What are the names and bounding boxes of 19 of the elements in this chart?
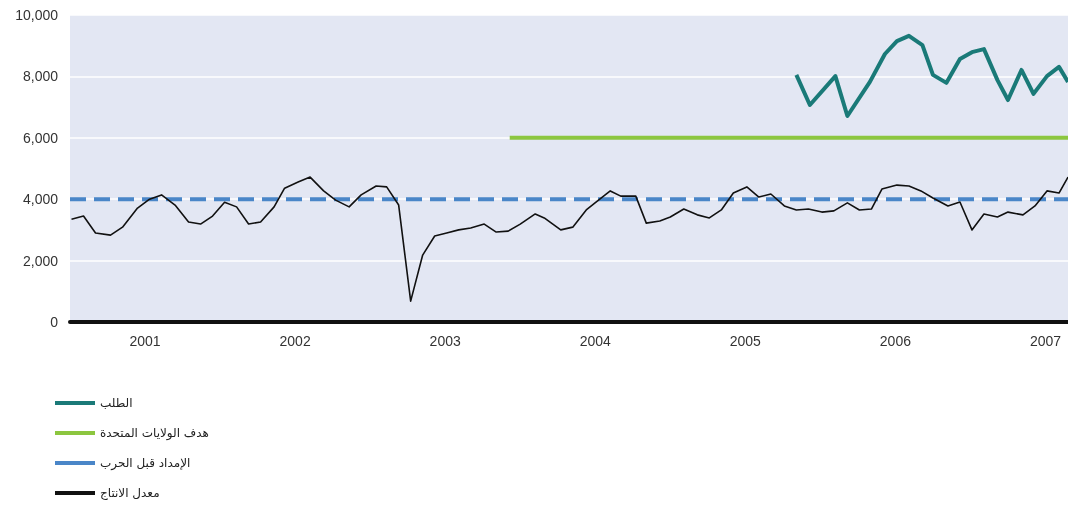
y-tick-label: 6,000 [22, 129, 59, 146]
legend-label: هدف الولايات المتحدة [100, 426, 209, 441]
legend-label: معدل الانتاج [100, 486, 160, 500]
legend-label: الطلب [100, 396, 133, 410]
x-tick-label: 2004 [579, 333, 612, 349]
y-tick-label: 10,000 [15, 7, 59, 23]
x-tick-label: 2007 [1029, 333, 1062, 349]
y-tick-label: 4,000 [22, 191, 59, 208]
legend-label: الإمداد قبل الحرب [100, 456, 191, 471]
x-tick-label: 2002 [279, 333, 311, 349]
x-tick-label: 2005 [729, 333, 762, 349]
x-tick-label: 2006 [879, 333, 912, 349]
x-tick-label: 2003 [429, 333, 461, 349]
y-tick-label: 8,000 [22, 68, 59, 85]
x-tick-label: 2001 [129, 333, 161, 349]
y-tick-label: 0 [50, 314, 59, 330]
y-tick-label: 2,000 [22, 252, 59, 269]
line-series [70, 176, 1068, 302]
line-series [794, 33, 1068, 118]
